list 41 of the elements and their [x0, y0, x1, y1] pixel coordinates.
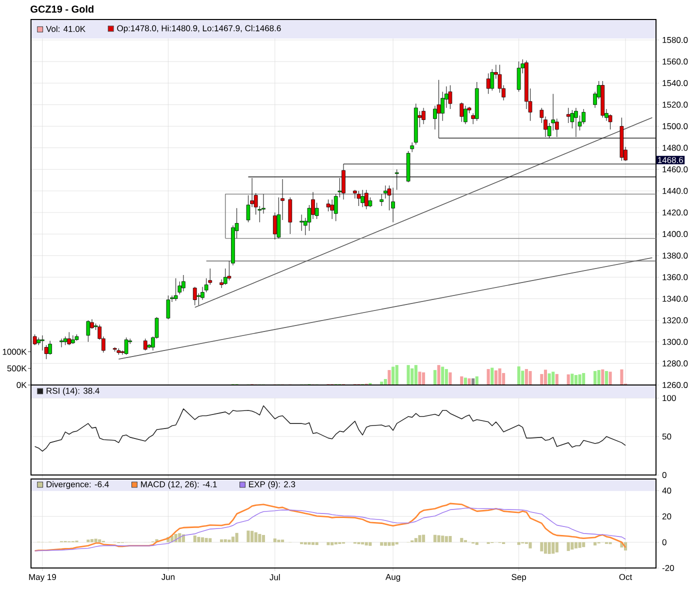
legend-label: Divergence: -6.4 [46, 481, 109, 489]
y-tick-label: 1460.0 [662, 166, 688, 172]
y-tick-label: 0 [662, 472, 666, 478]
y-tick-label: 1420.0 [662, 209, 688, 216]
x-tick-label: Sep [512, 574, 526, 582]
y-tick-label: 1380.0 [662, 252, 688, 259]
text: 1468.6 [658, 157, 684, 164]
y-tick-label: 50 [662, 434, 672, 440]
x-tick-label: Jun [161, 574, 174, 580]
legend-label: MACD (12, 26): -4.1 [141, 481, 217, 489]
legend-label: RSI (14): 38.4 [46, 388, 100, 396]
y2-tick-label: 500K [7, 365, 27, 372]
legend-label: Vol: 41.0K [46, 26, 86, 32]
legend-label: EXP (9): 2.3 [249, 481, 296, 489]
y-tick-label: 1580.0 [662, 36, 688, 43]
y-tick-label: 1300.0 [662, 338, 688, 345]
y-tick-label: 1500.0 [662, 123, 688, 130]
y-tick-label: 100 [662, 395, 676, 402]
x-tick-label: Oct [619, 574, 632, 580]
y-tick-label: 20 [662, 513, 672, 520]
y-tick-label: -20 [662, 564, 674, 572]
x-tick-label: May 19 [29, 574, 56, 582]
y-tick-label: 1520.0 [662, 102, 688, 108]
y-tick-label: 1540.0 [662, 80, 688, 86]
y-tick-label: 1360.0 [662, 274, 688, 280]
y2-tick-label: 0K [16, 382, 27, 388]
y-tick-label: 1320.0 [662, 317, 688, 324]
y-tick-label: 1440.0 [662, 188, 688, 194]
x-tick-label: Jul [270, 574, 280, 580]
x-tick-label: Aug [386, 574, 400, 582]
y-tick-label: 1260.0 [662, 382, 688, 388]
y-tick-label: 0 [662, 539, 666, 546]
y-tick-label: 1340.0 [662, 296, 688, 302]
legend-label: Op:1478.0, Hi:1480.9, Lo:1467.9, Cl:1468.6 [117, 25, 281, 33]
y-tick-label: 1480.0 [662, 144, 688, 151]
y-tick-label: 1400.0 [662, 231, 688, 238]
y-tick-label: 40 [662, 488, 672, 494]
chart-title: GCZ19 - Gold [30, 5, 94, 13]
y2-tick-label: 1000K [2, 348, 27, 355]
y-tick-label: 1280.0 [662, 360, 688, 366]
y-tick-label: 1560.0 [662, 58, 688, 65]
